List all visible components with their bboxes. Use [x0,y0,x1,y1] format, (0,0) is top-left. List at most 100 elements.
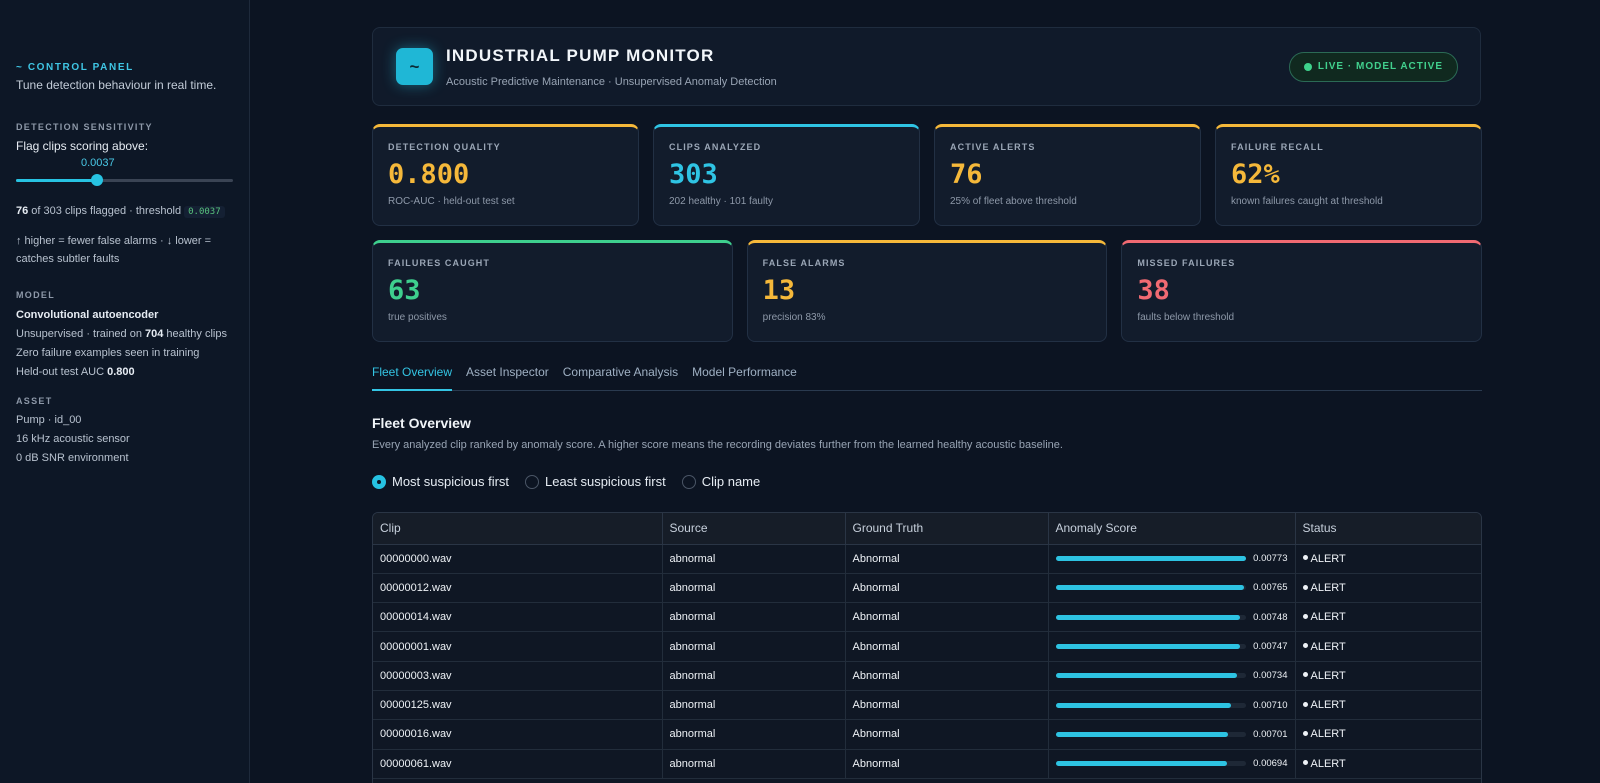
kpi-detection-quality: DETECTION QUALITY 0.800 ROC-AUC · held-o… [372,124,639,226]
table-row[interactable]: 00000000.wav abnormal Abnormal 0.00773 ALERT [373,544,1481,574]
status-label: ALERT [1310,728,1346,741]
sort-most-suspicious-radio[interactable]: Most suspicious first [372,474,509,489]
control-panel-heading: ~ CONTROL PANEL [16,62,134,73]
tab-fleet-overview[interactable]: Fleet Overview [372,357,453,391]
flagged-count: 76 [16,205,29,217]
kpi-false-alarms: FALSE ALARMS 13 precision 83% [746,240,1108,342]
threshold-hint: ↑ higher = fewer false alarms · ↓ lower … [16,235,212,265]
asset-id: Pump · id_00 [16,414,82,426]
table-row[interactable]: 00000001.wav abnormal Abnormal 0.00747 ALERT [373,631,1481,662]
cell-clip: 00000001.wav [373,631,663,662]
cell-source: abnormal [662,690,846,721]
column-header-source[interactable]: Source [662,513,846,545]
cell-source: abnormal [662,749,846,779]
main-tabs: Fleet Overview Asset Inspector Comparati… [372,357,1482,391]
threshold-slider[interactable]: 0.0037 [16,155,233,191]
tab-comparative-analysis[interactable]: Comparative Analysis [562,365,679,379]
score-bar-fill [1055,614,1240,620]
kpi-caption: 202 healthy · 101 faulty [669,196,773,207]
kpi-active-alerts: ACTIVE ALERTS 76 25% of fleet above thre… [934,124,1201,226]
cell-ground-truth: Abnormal [845,573,1049,604]
cell-ground-truth: Abnormal [845,661,1049,691]
cell-anomaly-score: 0.00765 [1048,573,1296,604]
score-value: 0.00765 [1253,582,1288,594]
tab-asset-inspector[interactable]: Asset Inspector [466,365,549,379]
column-header-clip[interactable]: Clip [373,513,663,545]
threshold-chip: 0.0037 [184,206,225,218]
threshold-slider-label: Flag clips scoring above: [16,139,149,153]
radio-unchecked-icon [525,474,540,489]
score-bar [1055,761,1247,767]
table-row[interactable]: 00000003.wav abnormal Abnormal 0.00734 ALERT [373,661,1481,691]
table-row[interactable]: 00000012.wav abnormal Abnormal 0.00765 ALERT [373,573,1481,604]
score-value: 0.00773 [1253,553,1288,565]
column-header-status[interactable]: Status [1295,513,1481,545]
threshold-slider-value: 0.0037 [81,157,115,169]
app-subtitle: Acoustic Predictive Maintenance · Unsupe… [446,76,777,88]
score-value: 0.00748 [1253,611,1288,623]
cell-status: ALERT [1295,661,1481,691]
waveform-logo-icon: ~ [396,48,433,85]
kpi-value: 63 [388,275,421,306]
kpi-caption: 25% of fleet above threshold [950,196,1077,207]
score-bar-fill [1055,702,1231,708]
score-value: 0.00747 [1253,641,1288,653]
table-row[interactable]: 00000014.wav abnormal Abnormal 0.00748 ALERT [373,602,1481,633]
cell-clip: 00000003.wav [373,661,663,691]
cell-ground-truth: Abnormal [845,544,1049,574]
score-bar [1055,614,1247,620]
score-bar [1055,585,1247,591]
kpi-value: 62% [1231,159,1280,190]
cell-source: abnormal [662,661,846,691]
live-status-text: LIVE · MODEL ACTIVE [1317,61,1443,72]
score-bar-fill [1055,644,1240,650]
kpi-caption: ROC-AUC · held-out test set [388,196,515,207]
status-label: ALERT [1310,757,1346,770]
status-label: ALERT [1310,552,1346,565]
table-header-row: Clip Source Ground Truth Anomaly Score S… [373,513,1481,545]
cell-anomaly-score: 0.00773 [1048,544,1296,574]
status-dot-icon [1302,584,1308,590]
cell-status: ALERT [1295,749,1481,779]
kpi-missed-failures: MISSED FAILURES 38 faults below threshol… [1121,240,1483,342]
score-bar-fill [1055,761,1227,767]
cell-clip: 00000125.wav [373,690,663,721]
radio-label: Least suspicious first [545,474,666,489]
model-heading: MODEL [16,290,55,300]
status-dot-icon [1302,672,1308,678]
kpi-caption: faults below threshold [1137,312,1235,323]
cell-ground-truth: Abnormal [845,602,1049,633]
radio-label: Most suspicious first [392,474,510,489]
kpi-value: 0.800 [388,159,470,190]
status-dot-icon [1302,613,1308,619]
sort-clip-name-radio[interactable]: Clip name [681,474,760,489]
cell-ground-truth: Abnormal [845,690,1049,721]
section-title: Fleet Overview [372,415,471,431]
kpi-label: FAILURE RECALL [1231,142,1324,152]
table-row[interactable]: 00000016.wav abnormal Abnormal 0.00701 ALERT [373,719,1481,750]
table-row[interactable]: 00000125.wav abnormal Abnormal 0.00710 ALERT [373,690,1481,721]
kpi-label: FALSE ALARMS [762,258,846,268]
table-row[interactable]: 00000061.wav abnormal Abnormal 0.00694 ALERT [373,749,1481,779]
status-label: ALERT [1310,699,1346,712]
cell-anomaly-score: 0.00694 [1048,749,1296,779]
sort-radio-group: Most suspicious first Least suspicious f… [372,474,776,489]
status-label: ALERT [1310,581,1346,594]
column-header-ground-truth[interactable]: Ground Truth [845,513,1049,545]
score-bar [1055,731,1247,737]
cell-anomaly-score: 0.00701 [1048,719,1296,750]
tab-model-performance[interactable]: Model Performance [692,365,797,379]
sort-least-suspicious-radio[interactable]: Least suspicious first [525,474,666,489]
cell-source: abnormal [662,719,846,750]
cell-anomaly-score: 0.00748 [1048,602,1296,633]
kpi-caption: precision 83% [762,312,826,323]
threshold-slider-track[interactable] [16,179,233,182]
kpi-label: CLIPS ANALYZED [669,142,762,152]
live-status-badge: LIVE · MODEL ACTIVE [1288,52,1458,82]
threshold-slider-thumb[interactable] [91,174,103,186]
column-header-anomaly-score[interactable]: Anomaly Score [1048,513,1296,545]
kpi-value: 303 [669,159,718,190]
score-value: 0.00694 [1253,758,1288,770]
score-bar [1055,644,1247,650]
status-dot-icon [1302,701,1308,707]
